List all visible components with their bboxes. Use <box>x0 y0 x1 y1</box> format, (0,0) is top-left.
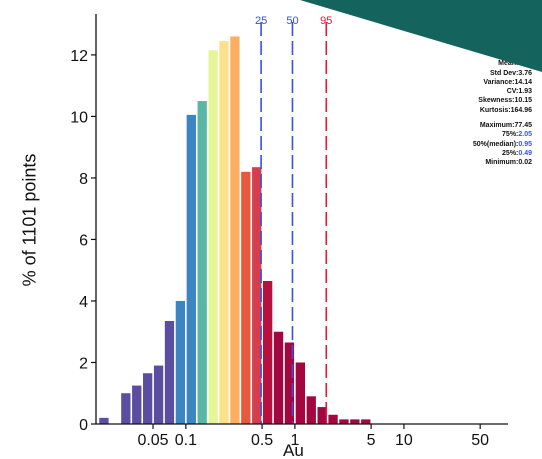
x-tick-label: 1 <box>290 432 299 449</box>
stats-row: 75%:2.05 <box>402 130 532 139</box>
histogram-bar <box>262 280 273 424</box>
bars-layer <box>99 36 371 425</box>
histogram-bar <box>99 417 109 424</box>
y-tick-label: 4 <box>79 294 88 311</box>
y-tick-layer: 0 2 4 6 8 10 12 <box>70 48 96 434</box>
histogram-bar <box>284 342 295 424</box>
x-tick-label: 0.1 <box>175 432 197 449</box>
stats-label: Mean: <box>498 60 519 68</box>
x-tick-label: 50 <box>471 432 489 449</box>
stats-label: CV: <box>506 88 519 96</box>
stats-value: 1.93 <box>518 88 532 96</box>
stats-label: Skewness: <box>478 97 515 105</box>
percentile-label: 50 <box>286 15 298 27</box>
y-axis-label-text: % of 1101 points <box>19 153 40 287</box>
y-tick-label: 10 <box>70 109 88 126</box>
histogram-bar <box>197 101 207 424</box>
x-tick-label: 10 <box>395 432 413 449</box>
stats-row: Skewness:10.15 <box>402 96 532 105</box>
histogram-bar <box>164 320 175 424</box>
histogram-bar <box>252 167 262 424</box>
histogram-bar <box>306 396 316 424</box>
stats-row: Std Dev:3.76 <box>402 69 532 78</box>
stats-row: 25%:0.49 <box>402 149 532 158</box>
x-axis-label: Au <box>283 441 304 459</box>
stats-value: 10.15 <box>514 97 532 105</box>
histogram-bar <box>132 385 142 424</box>
stats-row: Variance:14.14 <box>402 78 532 87</box>
banner-shape <box>300 0 542 72</box>
stats-row: CV:1.93 <box>402 87 532 96</box>
stats-label: 50%(median): <box>472 140 519 148</box>
histogram-bar <box>208 50 218 424</box>
histogram-bar <box>350 419 360 424</box>
histogram-bar <box>153 365 164 424</box>
y-tick-label: 12 <box>70 48 88 65</box>
percentile-lines-layer: 25 50 95 <box>255 15 332 424</box>
stats-value: 77.45 <box>514 122 532 130</box>
stats-value: 2.05 <box>518 131 532 139</box>
stats-row: 50%(median):0.95 <box>402 140 532 149</box>
stats-label: Variance: <box>483 78 515 86</box>
stats-value: 14.14 <box>514 78 532 86</box>
histogram-bar <box>328 414 338 424</box>
x-tick-layer: 0.05 0.1 0.5 1 5 10 50 <box>137 424 489 449</box>
histogram-bar <box>295 362 305 424</box>
corner-banner <box>300 0 542 72</box>
stats-label: Kurtosis: <box>479 106 511 114</box>
x-tick-label: 0.05 <box>137 432 168 449</box>
stats-value: 0.49 <box>518 149 532 157</box>
stats-label: 75%: <box>502 131 519 139</box>
histogram-bar <box>317 407 327 424</box>
y-tick-label: 2 <box>79 355 88 372</box>
y-axis-label: % of 1101 points <box>10 120 50 320</box>
stats-value: 0.02 <box>518 159 532 167</box>
x-tick-label: 0.5 <box>251 432 273 449</box>
axes-layer <box>95 14 508 425</box>
histogram-bar <box>121 393 131 424</box>
histogram-bar <box>175 300 186 424</box>
stats-value: 164.96 <box>510 106 532 114</box>
stats-row: Maximum:77.45 <box>402 121 532 130</box>
stats-row: Kurtosis:164.96 <box>402 106 532 115</box>
histogram-bar <box>230 36 240 425</box>
stats-label: Maximum: <box>479 122 515 130</box>
stats-value: 0.95 <box>518 140 532 148</box>
histogram-bar <box>219 41 229 425</box>
stats-row: Minimum:0.02 <box>402 158 532 167</box>
histogram-bar <box>339 419 349 424</box>
histogram-bar <box>273 331 284 424</box>
percentile-label: 95 <box>320 15 332 27</box>
stats-value: 3.76 <box>518 69 532 77</box>
stats-label: Std Dev: <box>489 69 519 77</box>
stats-label: Minimum: <box>485 159 519 167</box>
percentile-label: 25 <box>255 15 267 27</box>
histogram-bar <box>241 171 251 424</box>
histogram-bar <box>143 373 153 424</box>
x-tick-label: 5 <box>367 432 376 449</box>
y-tick-label: 0 <box>79 417 88 434</box>
y-tick-label: 8 <box>79 171 88 188</box>
y-tick-label: 6 <box>79 232 88 249</box>
histogram-bar <box>361 419 371 424</box>
histogram-bar <box>186 114 196 425</box>
stats-label: 25%: <box>502 149 519 157</box>
